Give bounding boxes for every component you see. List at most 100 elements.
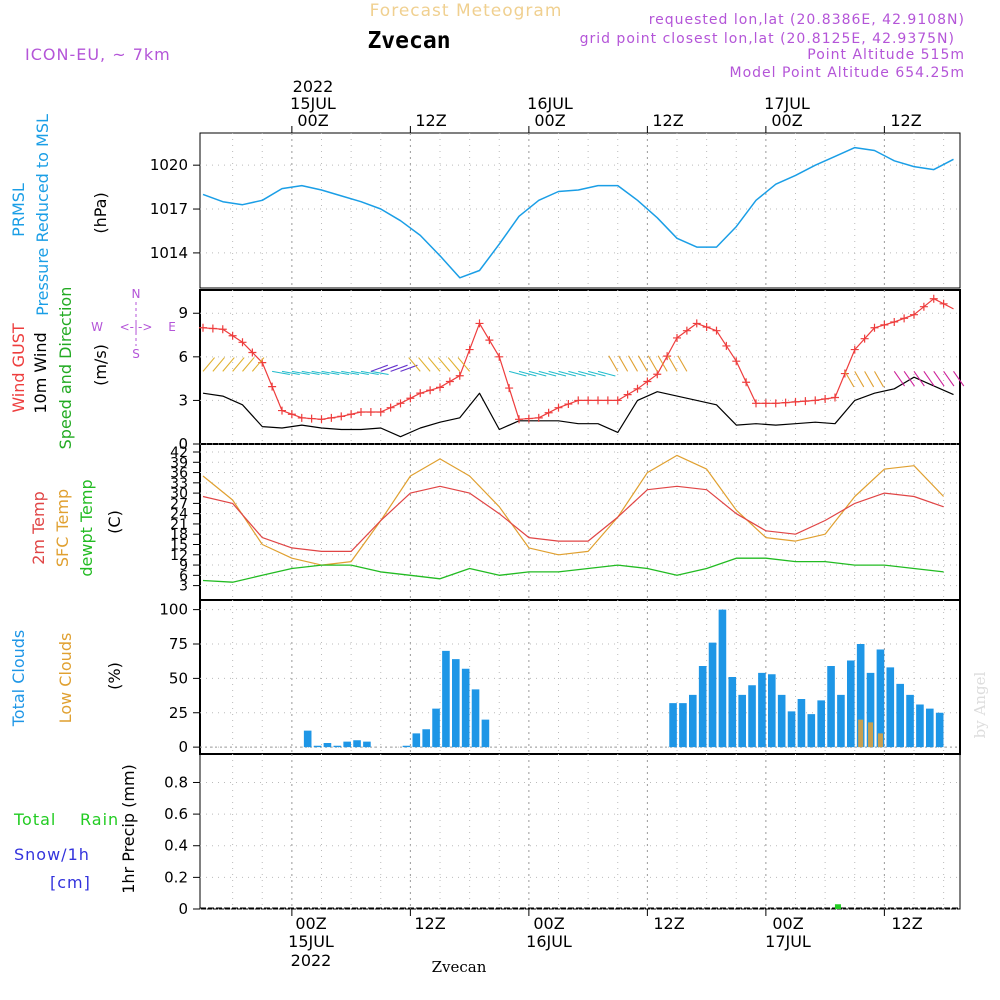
pressure-panel-frame bbox=[199, 132, 961, 289]
wind-gust-marker bbox=[880, 320, 889, 329]
top-tick-00z-15jul: 00Z bbox=[297, 111, 328, 130]
total-cloud-bar bbox=[758, 672, 766, 748]
wind-gust-marker bbox=[870, 323, 879, 332]
wind-direction-arrow bbox=[390, 364, 408, 372]
top-date-16jul: 16JUL bbox=[527, 94, 573, 113]
wind-gust-marker bbox=[208, 324, 217, 333]
total-cloud-bar bbox=[926, 708, 934, 748]
wind-gust-marker bbox=[890, 317, 899, 326]
wind-direction-arrow bbox=[301, 370, 320, 376]
wind-gust-marker bbox=[742, 378, 751, 387]
wind-gust-marker bbox=[929, 294, 938, 303]
compass-e: E bbox=[168, 320, 176, 334]
wind-direction-arrow bbox=[903, 371, 915, 387]
wind-gust-marker bbox=[376, 408, 385, 417]
wind-unit-label: (m/s) bbox=[91, 344, 110, 386]
wind-gust-label: Wind GUST bbox=[9, 323, 28, 413]
wind-direction-arrow bbox=[854, 371, 865, 388]
wind-direction-arrow bbox=[538, 370, 557, 377]
low-cloud-bar bbox=[858, 719, 864, 748]
compass-n: N bbox=[132, 287, 141, 301]
wind-direction-arrow bbox=[360, 370, 379, 376]
total-cloud-bar bbox=[777, 694, 786, 748]
low-cloud-bar bbox=[868, 722, 874, 748]
wind-direction-arrow bbox=[408, 357, 421, 372]
wind-10m-line bbox=[202, 376, 954, 438]
wind-gust-marker bbox=[515, 415, 523, 424]
bottom-date-17jul: 17JUL bbox=[765, 932, 811, 951]
temp-tick-label: 36 bbox=[170, 466, 188, 482]
wind-tick-label: 9 bbox=[178, 304, 188, 322]
total-cloud-bar bbox=[748, 685, 756, 748]
requested-coords: requested lon,lat (20.8386E, 42.9108N) bbox=[649, 12, 965, 28]
bottom-date-15jul: 15JUL bbox=[288, 932, 334, 951]
wind-gust-marker bbox=[406, 394, 415, 403]
wind-direction-arrow bbox=[608, 355, 619, 372]
wind-tick-label: 6 bbox=[178, 348, 188, 366]
top-tick-00z-16jul: 00Z bbox=[534, 111, 565, 130]
wind-gust-marker bbox=[643, 377, 652, 386]
wind-gust-marker bbox=[228, 331, 237, 340]
wind-direction-label: Speed and Direction bbox=[56, 287, 75, 450]
wind-direction-arrow bbox=[212, 357, 225, 372]
wind-direction-arrow bbox=[953, 371, 965, 387]
wind-gust-marker bbox=[584, 396, 593, 405]
wind-direction-arrow bbox=[351, 370, 369, 376]
top-time-axis: 2022 15JUL 00Z 12Z 16JUL 00Z 12Z 17JUL 0… bbox=[290, 77, 922, 130]
total-cloud-bar bbox=[461, 668, 470, 748]
bottom-date-16jul: 16JUL bbox=[526, 932, 572, 951]
total-cloud-bar bbox=[363, 741, 371, 748]
wind-direction-arrow bbox=[578, 370, 596, 377]
top-date-17jul: 17JUL bbox=[764, 94, 810, 113]
wind-gust-marker bbox=[712, 326, 721, 335]
temp-tick-label: 15 bbox=[170, 538, 188, 554]
pressure-tick-label: 1017 bbox=[150, 200, 188, 218]
wind-gust-marker bbox=[791, 397, 800, 406]
total-cloud-bar bbox=[886, 667, 895, 748]
bottom-tick-00z-16jul: 00Z bbox=[533, 914, 564, 933]
wind-gust-marker bbox=[357, 408, 365, 417]
location-title: Zvecan bbox=[367, 28, 450, 54]
temp-tick-label: 21 bbox=[170, 517, 188, 533]
prmsl-label: PRMSL bbox=[9, 183, 28, 237]
bottom-tick-12z-16jul: 12Z bbox=[653, 914, 684, 933]
wind-direction-arrow bbox=[457, 357, 471, 372]
temp-tick-label: 3 bbox=[179, 579, 188, 595]
wind-gust-marker bbox=[218, 325, 227, 334]
footer-location: Zvecan bbox=[432, 958, 487, 976]
wind-direction-arrow bbox=[528, 370, 547, 377]
total-cloud-bar bbox=[827, 666, 835, 748]
precip-labels: Total Rain Snow/1h [cm] 1hr Precip (mm) bbox=[13, 764, 138, 894]
total-cloud-bar bbox=[787, 711, 796, 748]
total-cloud-bar bbox=[353, 740, 361, 748]
total-cloud-bar bbox=[807, 714, 816, 748]
wind-direction-arrow bbox=[272, 370, 290, 376]
total-cloud-bar bbox=[303, 730, 312, 748]
top-tick-12z-16jul: 12Z bbox=[652, 111, 683, 130]
wind-gust-marker bbox=[801, 397, 810, 406]
precip-tick-label: 0.2 bbox=[164, 868, 188, 886]
wind-gust-marker bbox=[771, 399, 780, 408]
wind-gust-marker bbox=[821, 394, 830, 403]
temp-tick-label: 42 bbox=[170, 445, 188, 461]
bottom-tick-12z-17jul: 12Z bbox=[891, 914, 922, 933]
precip-tick-label: 0.6 bbox=[164, 805, 188, 823]
wind-gust-marker bbox=[524, 414, 533, 423]
temp-panel-frame bbox=[199, 443, 961, 601]
wind-gust-marker bbox=[495, 352, 504, 361]
top-tick-12z-15jul: 12Z bbox=[415, 111, 446, 130]
wind-direction-arrow bbox=[923, 371, 935, 387]
wind-direction-arrow bbox=[341, 370, 360, 376]
temp-tick-label: 24 bbox=[170, 507, 188, 523]
temp-tick-label: 6 bbox=[179, 568, 188, 584]
wind-direction-arrow bbox=[844, 371, 855, 388]
wind-gust-marker bbox=[554, 403, 563, 412]
wind-direction-arrow bbox=[558, 370, 577, 377]
wind-gust-marker bbox=[297, 413, 306, 422]
cloud-tick-label: 75 bbox=[169, 635, 188, 653]
wind-gust-marker bbox=[594, 396, 602, 405]
bottom-tick-12z-15jul: 12Z bbox=[414, 914, 445, 933]
cloud-unit-label: (%) bbox=[105, 662, 124, 690]
temp-tick-label: 12 bbox=[170, 548, 188, 564]
wind-gust-marker bbox=[781, 398, 790, 407]
